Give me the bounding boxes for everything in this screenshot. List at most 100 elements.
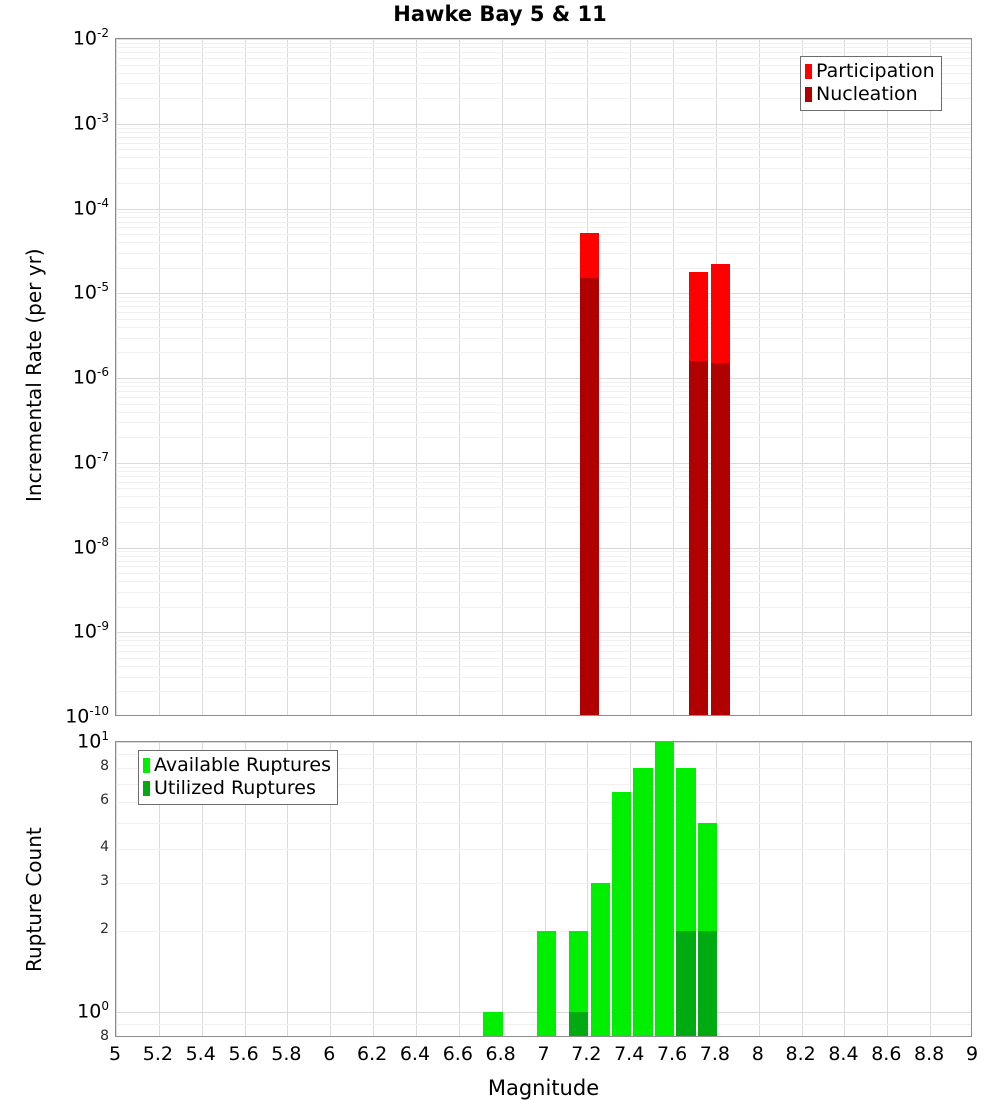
bar-utilized-ruptures xyxy=(569,1011,589,1036)
gridline-horizontal xyxy=(116,221,971,223)
legend-item[interactable]: Utilized Ruptures xyxy=(143,777,331,800)
gridline-horizontal xyxy=(116,337,971,339)
gridline-vertical xyxy=(373,742,375,1036)
gridline-horizontal xyxy=(116,507,971,509)
gridline-horizontal xyxy=(116,378,971,379)
utilized-ruptures-swatch-icon xyxy=(143,781,150,796)
rupture-count-y-axis-label: Rupture Count xyxy=(22,827,46,972)
y-tick-exponent: -6 xyxy=(97,365,109,379)
y-tick-mantissa: 10 xyxy=(72,27,98,50)
bar-available-ruptures xyxy=(654,742,675,1036)
x-tick-label: 7.8 xyxy=(699,1043,730,1065)
y-tick-label: 10-2 xyxy=(73,27,109,48)
gridline-vertical xyxy=(330,742,332,1036)
y-tick-label: 100 xyxy=(77,1000,109,1021)
y-tick-exponent: -3 xyxy=(97,110,109,125)
gridline-horizontal xyxy=(116,318,971,320)
gridline-horizontal xyxy=(116,651,971,653)
gridline-horizontal xyxy=(116,691,971,693)
x-tick-label: 8.4 xyxy=(828,1043,859,1065)
gridline-horizontal xyxy=(116,555,971,557)
gridline-horizontal xyxy=(116,742,971,743)
gridline-horizontal xyxy=(116,227,971,229)
gridline-horizontal xyxy=(116,293,971,295)
gridline-horizontal xyxy=(116,136,971,138)
bar-utilized-ruptures xyxy=(676,930,696,1036)
y-tick-exponent: -7 xyxy=(97,449,109,464)
x-tick-label: 8.8 xyxy=(914,1043,945,1065)
y-tick-mantissa: 10 xyxy=(72,366,98,389)
gridline-horizontal xyxy=(116,208,971,210)
gridline-vertical xyxy=(887,39,889,715)
bar-nucleation xyxy=(579,278,600,715)
bar-available-ruptures xyxy=(537,930,557,1036)
gridline-horizontal xyxy=(116,381,971,383)
gridline-horizontal xyxy=(116,182,971,184)
gridline-horizontal xyxy=(116,212,971,214)
gridline-horizontal xyxy=(116,521,971,523)
gridline-vertical xyxy=(844,742,846,1036)
bar-available-ruptures xyxy=(590,883,610,1036)
participation-swatch-icon xyxy=(805,64,812,79)
y-tick-label: 10-6 xyxy=(73,366,109,387)
legend-item[interactable]: Available Ruptures xyxy=(143,754,331,777)
gridline-horizontal xyxy=(116,566,971,568)
gridline-vertical xyxy=(244,742,246,1036)
gridline-horizontal xyxy=(116,252,971,254)
gridline-horizontal xyxy=(116,768,971,770)
y-tick-label: 10-3 xyxy=(73,112,109,133)
legend-item[interactable]: Participation xyxy=(805,60,935,83)
nucleation-swatch-icon xyxy=(805,87,812,102)
gridline-vertical xyxy=(330,39,332,715)
y-tick-label-minor: 3 xyxy=(100,873,109,890)
gridline-horizontal xyxy=(116,57,971,59)
gridline-horizontal xyxy=(116,606,971,608)
gridline-vertical xyxy=(244,39,246,715)
bar-available-ruptures xyxy=(633,768,653,1036)
gridline-horizontal xyxy=(116,581,971,583)
y-tick-exponent: -4 xyxy=(97,195,109,210)
gridline-vertical xyxy=(587,742,589,1036)
gridline-horizontal xyxy=(116,547,971,549)
gridline-horizontal xyxy=(116,783,971,785)
gridline-vertical xyxy=(287,742,289,1036)
x-tick-label: 6.8 xyxy=(485,1043,516,1065)
bar-available-ruptures xyxy=(569,930,589,1036)
gridline-horizontal xyxy=(116,632,971,634)
gridline-horizontal xyxy=(116,123,971,125)
x-tick-label: 8.2 xyxy=(785,1043,816,1065)
y-tick-label-minor: 6 xyxy=(100,791,109,808)
legend-item[interactable]: Nucleation xyxy=(805,83,935,106)
y-tick-exponent: -8 xyxy=(97,534,109,549)
gridline-vertical xyxy=(116,39,117,715)
gridline-horizontal xyxy=(116,645,971,647)
gridline-horizontal xyxy=(116,481,971,483)
gridline-vertical xyxy=(287,39,289,715)
gridline-horizontal xyxy=(116,306,971,308)
gridline-horizontal xyxy=(116,437,971,439)
x-tick-label: 7.4 xyxy=(614,1043,645,1065)
bar-available-ruptures xyxy=(483,1011,503,1036)
gridline-horizontal xyxy=(116,591,971,593)
y-tick-mantissa: 10 xyxy=(72,281,98,304)
gridline-vertical xyxy=(544,39,546,715)
y-tick-label-minor: 8 xyxy=(100,758,109,775)
gridline-horizontal xyxy=(116,242,971,244)
gridline-horizontal xyxy=(116,391,971,393)
gridline-horizontal xyxy=(116,312,971,314)
gridline-vertical xyxy=(415,742,417,1036)
legend-item-label: Available Ruptures xyxy=(154,754,331,776)
gridline-vertical xyxy=(373,39,375,715)
gridline-vertical xyxy=(801,742,803,1036)
gridline-horizontal xyxy=(116,267,971,269)
bar-available-ruptures xyxy=(611,792,632,1036)
y-tick-label: 101 xyxy=(77,730,109,751)
gridline-vertical xyxy=(158,742,160,1036)
y-tick-label: 10-4 xyxy=(73,197,109,218)
gridline-horizontal xyxy=(116,475,971,477)
y-tick-mantissa: 10 xyxy=(72,112,98,135)
y-tick-label-minor: 8 xyxy=(100,1028,109,1044)
gridline-horizontal xyxy=(116,352,971,354)
x-tick-label: 7.6 xyxy=(656,1043,688,1065)
